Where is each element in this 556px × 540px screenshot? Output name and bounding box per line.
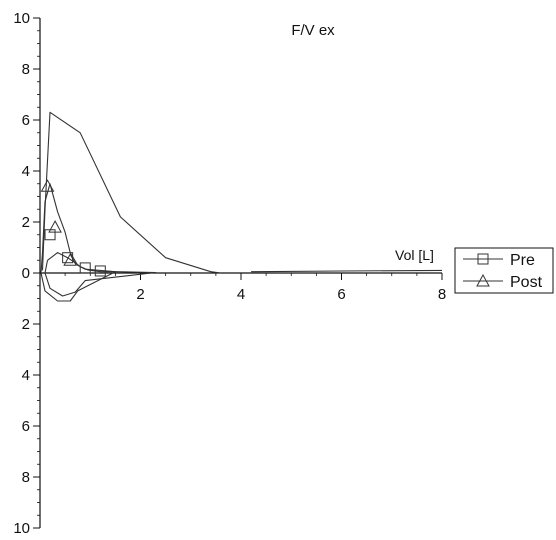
marker-post: [63, 253, 77, 266]
marker-post: [40, 179, 55, 192]
x-tick-label: 2: [136, 286, 144, 303]
y-tick-label: 0: [22, 265, 30, 282]
x-tick-label: 8: [438, 286, 446, 303]
marker-post: [48, 220, 62, 233]
marker-pre: [79, 262, 91, 274]
y-tick-label: 6: [22, 112, 30, 129]
series-line-post: [40, 183, 116, 302]
x-axis-title: Vol [L]: [395, 247, 434, 263]
y-tick-label: 2: [22, 214, 30, 231]
legend: Pre Post: [454, 247, 554, 294]
axes: 10 8 6 4 2 0 2 4 6 8 10 2 4 6 8: [13, 10, 446, 537]
y-tick-label: 4: [22, 163, 30, 180]
legend-label-post: Post: [510, 274, 543, 291]
chart-title: F/V ex: [291, 22, 335, 39]
legend-box: [454, 247, 554, 294]
y-tick-label: 6: [22, 418, 30, 435]
plot-area: [40, 111, 443, 302]
x-tick-label: 4: [237, 286, 245, 303]
y-tick-label: 2: [22, 316, 30, 333]
y-tick-label: 8: [22, 61, 30, 78]
y-tick-label: 10: [13, 520, 30, 537]
y-tick-label: 10: [13, 10, 30, 27]
series-line-curve-2: [41, 111, 221, 274]
y-tick-label: 8: [22, 469, 30, 486]
legend-marker-pre: [477, 253, 489, 265]
series-line-curve-3: [251, 269, 443, 273]
legend-marker-post: [476, 273, 490, 287]
y-tick-label: 4: [22, 367, 30, 384]
legend-label-pre: Pre: [510, 252, 535, 269]
x-tick-label: 6: [337, 286, 345, 303]
